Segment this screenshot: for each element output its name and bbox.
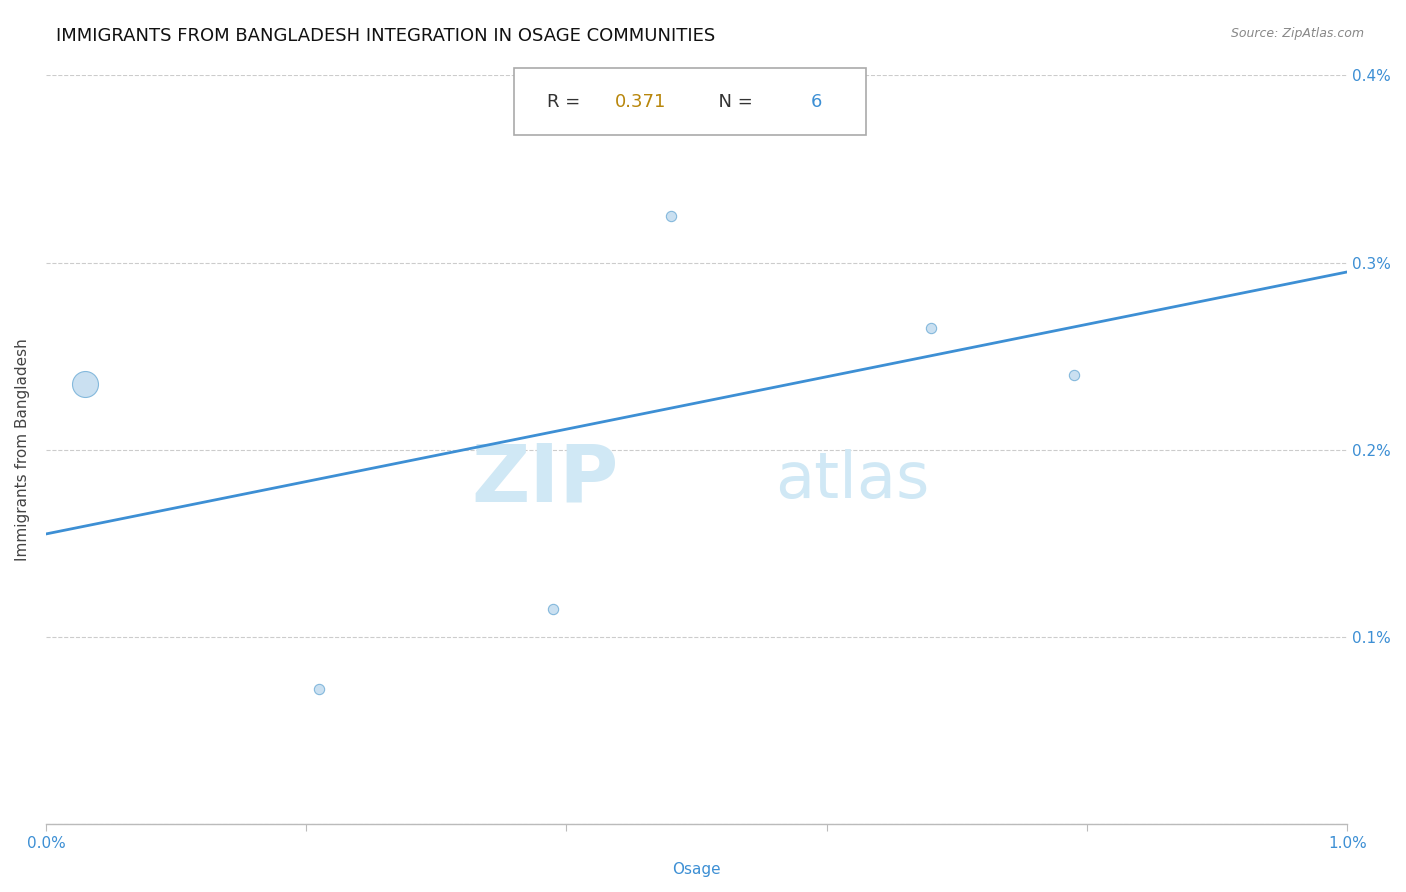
Text: atlas: atlas [775, 449, 929, 511]
Point [659, 209, 682, 223]
Text: R =: R = [547, 93, 586, 111]
Text: ZIP: ZIP [471, 441, 619, 518]
Point [543, 602, 565, 616]
Text: 6: 6 [811, 93, 823, 111]
Point [920, 321, 942, 335]
Point [73, 377, 96, 392]
Text: 0.371: 0.371 [614, 93, 666, 111]
Point [308, 682, 330, 697]
X-axis label: Osage: Osage [672, 862, 721, 877]
FancyBboxPatch shape [515, 68, 866, 136]
Text: Source: ZipAtlas.com: Source: ZipAtlas.com [1230, 27, 1364, 40]
Text: IMMIGRANTS FROM BANGLADESH INTEGRATION IN OSAGE COMMUNITIES: IMMIGRANTS FROM BANGLADESH INTEGRATION I… [56, 27, 716, 45]
Point [1063, 368, 1085, 382]
Y-axis label: Immigrants from Bangladesh: Immigrants from Bangladesh [15, 338, 30, 561]
Text: N =: N = [707, 93, 758, 111]
